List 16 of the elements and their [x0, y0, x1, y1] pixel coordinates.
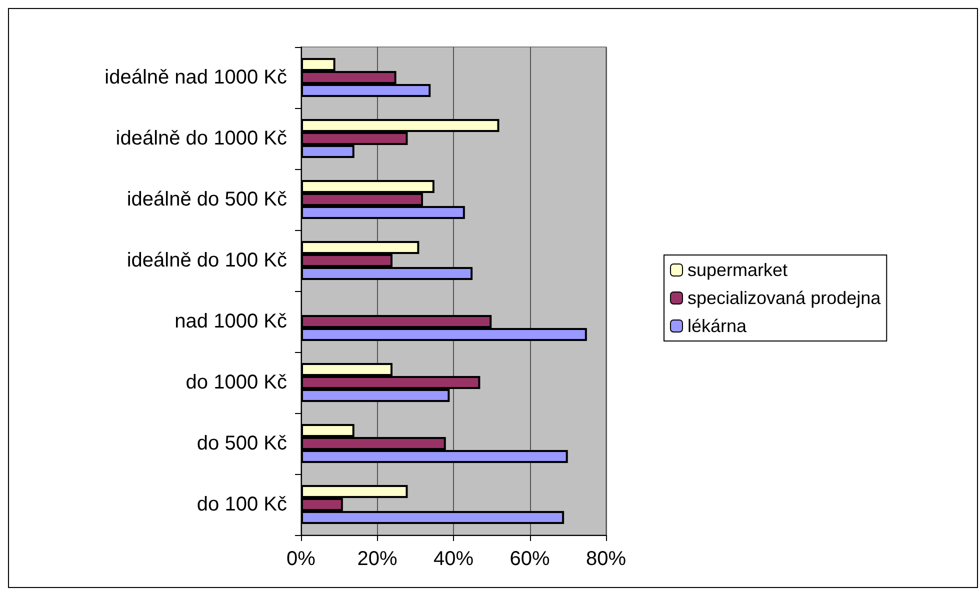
y-tick-label: ideálně do 500 Kč	[126, 188, 287, 210]
y-tick-label: do 500 Kč	[196, 432, 287, 454]
y-tick-label: ideálně do 100 Kč	[126, 250, 287, 272]
y-tick-label: do 100 Kč	[196, 494, 287, 516]
x-tick-label: 20%	[357, 548, 398, 570]
x-tick-label: 80%	[586, 548, 626, 570]
y-tick-label: ideálně do 1000 Kč	[116, 128, 287, 150]
legend-label: lékárna	[688, 316, 748, 336]
x-tick-label: 40%	[433, 548, 474, 570]
legend-label: specializovaná prodejna	[688, 288, 882, 308]
x-tick-label: 60%	[510, 548, 550, 570]
y-tick-label: nad 1000 Kč	[174, 310, 287, 332]
legend-label: supermarket	[688, 260, 788, 280]
y-tick-label: ideálně nad 1000 Kč	[104, 66, 287, 88]
x-tick-label: 0%	[286, 548, 316, 570]
y-tick-label: do 1000 Kč	[186, 372, 287, 394]
